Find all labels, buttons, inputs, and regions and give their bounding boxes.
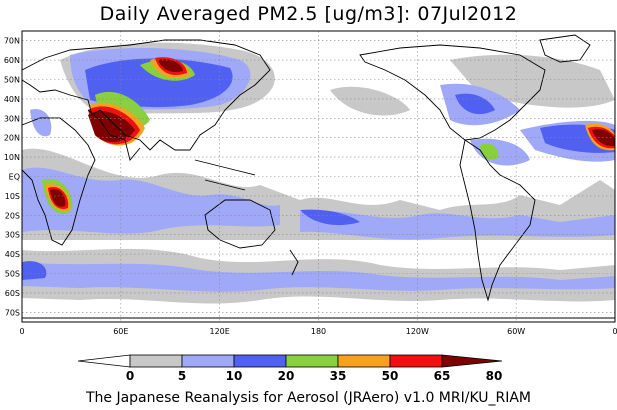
lon-tick-label: 120W xyxy=(406,327,429,336)
lon-tick-label: 0 xyxy=(19,327,24,336)
colorbar-segment xyxy=(285,354,339,368)
colorbar-segment xyxy=(233,354,287,368)
lat-tick-label: 70S xyxy=(5,308,20,317)
colorbar-segment xyxy=(129,354,183,368)
map-title: Daily Averaged PM2.5 [ug/m3]: 07Jul2012 xyxy=(99,3,518,25)
lat-tick-label: 30S xyxy=(5,231,20,240)
colorbar-tick-label: 35 xyxy=(330,369,347,383)
lat-tick-label: 40N xyxy=(4,95,20,104)
colorbar-segment xyxy=(337,354,391,368)
colorbar-tick-label: 50 xyxy=(382,369,399,383)
coastlines xyxy=(21,34,615,319)
longitude-labels: 0 60E 120E 180 120W 60W 0 xyxy=(19,327,617,336)
lat-tick-label: 70N xyxy=(4,37,20,46)
colorbar-segment xyxy=(389,354,443,368)
graticule xyxy=(22,31,615,322)
lat-tick-label: 20N xyxy=(4,134,20,143)
lon-tick-label: 60E xyxy=(113,327,128,336)
lat-tick-label: 60S xyxy=(5,289,20,298)
lon-tick-label: 180 xyxy=(311,327,326,336)
lon-tick-label: 0 xyxy=(612,327,617,336)
lat-tick-label: 60N xyxy=(4,56,20,65)
colorbar: 0 5 10 20 35 50 65 80 xyxy=(77,354,503,383)
lat-tick-label: 50N xyxy=(4,76,20,85)
lon-tick-label: 60W xyxy=(507,327,525,336)
colorbar-tick-label: 0 xyxy=(126,369,134,383)
lat-tick-label: 10N xyxy=(4,153,20,162)
colorbar-segment xyxy=(181,354,235,368)
lat-tick-label: 10S xyxy=(5,192,20,201)
lat-tick-label: 40S xyxy=(5,250,20,259)
credit-line: The Japanese Reanalysis for Aerosol (JRA… xyxy=(85,390,532,406)
lon-tick-label: 120E xyxy=(210,327,230,336)
lat-tick-label: 50S xyxy=(5,270,20,279)
colorbar-tick-label: 80 xyxy=(486,369,503,383)
colorbar-tick-label: 20 xyxy=(278,369,295,383)
colorbar-tick-label: 10 xyxy=(226,369,243,383)
colorbar-arrow-high xyxy=(441,354,503,368)
colorbar-arrow-low xyxy=(77,354,131,368)
colorbar-tick-label: 5 xyxy=(178,369,186,383)
latitude-labels: 70N 60N 50N 40N 30N 20N 10N EQ 10S 20S 30S 40S 50S 60… xyxy=(4,37,20,318)
lat-tick-label: EQ xyxy=(9,173,20,182)
lat-tick-label: 30N xyxy=(4,114,20,123)
lat-tick-label: 20S xyxy=(5,211,20,220)
colorbar-tick-label: 65 xyxy=(434,369,451,383)
